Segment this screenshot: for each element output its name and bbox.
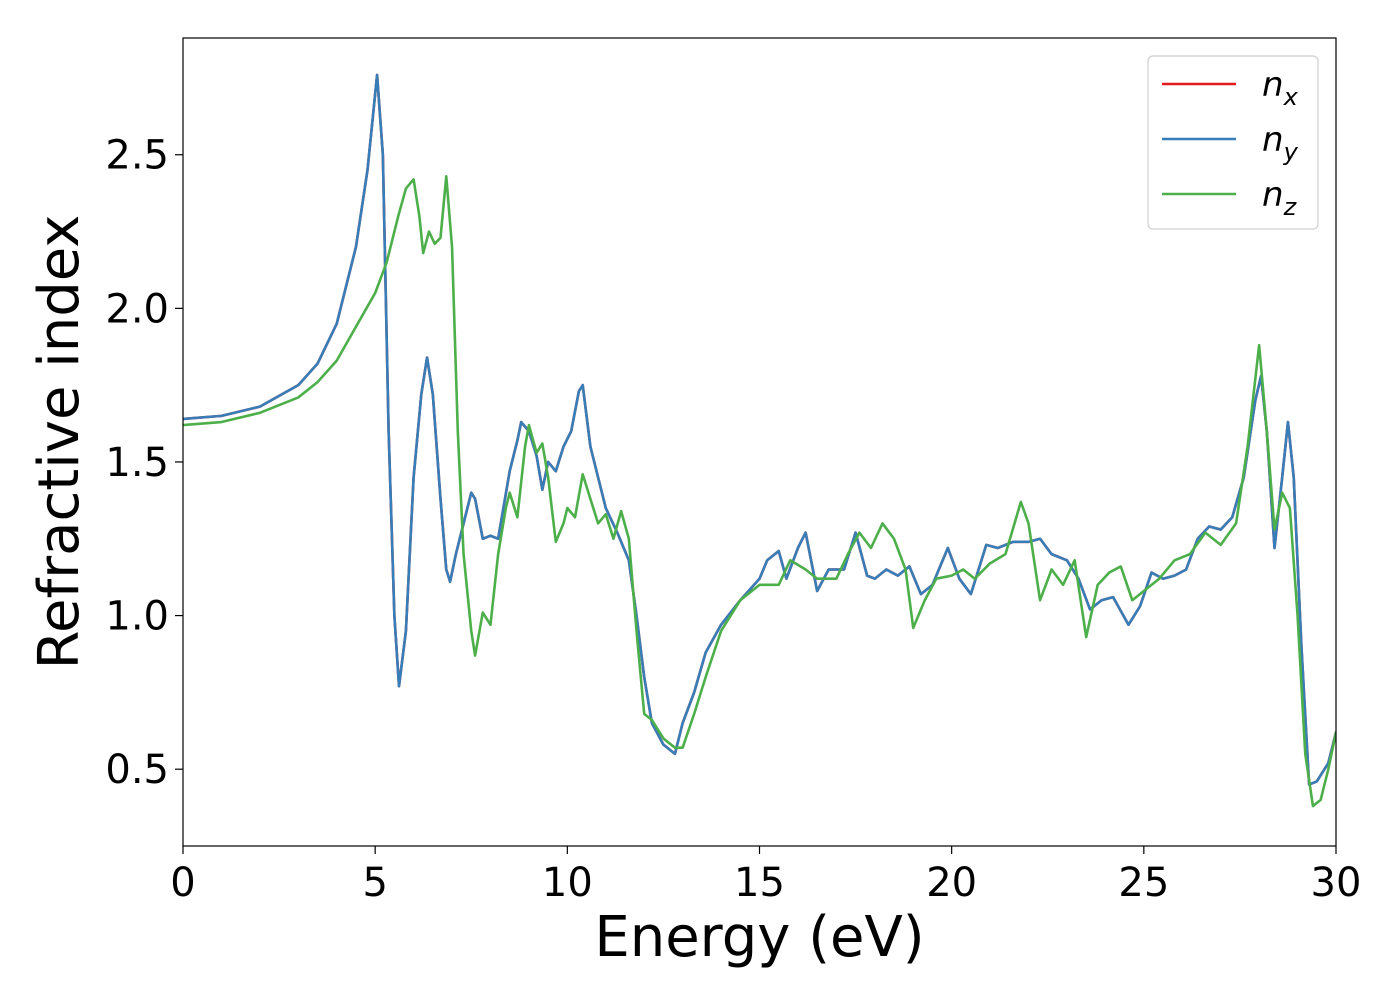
y-tick-label: 2.0 bbox=[105, 286, 169, 332]
legend: nx ny nz bbox=[1147, 55, 1319, 230]
legend-box bbox=[1147, 55, 1319, 230]
plot-area bbox=[183, 73, 1336, 808]
x-tick-label: 20 bbox=[926, 860, 977, 906]
y-tick-label: 1.5 bbox=[105, 440, 169, 486]
x-tick-label: 5 bbox=[362, 860, 387, 906]
x-tick-label: 25 bbox=[1118, 860, 1169, 906]
legend-label-nz: nz bbox=[1262, 175, 1298, 221]
x-tick-label: 15 bbox=[734, 860, 785, 906]
legend-label-nx: nx bbox=[1262, 65, 1299, 111]
y-axis-label: Refractive index bbox=[27, 215, 92, 670]
y-tick-label: 1.0 bbox=[105, 594, 169, 640]
x-axis-label: Energy (eV) bbox=[594, 905, 924, 970]
series-line-nz bbox=[183, 174, 1336, 808]
legend-label-ny: ny bbox=[1262, 120, 1299, 166]
x-tick-label: 30 bbox=[1311, 860, 1362, 906]
y-tick-label: 2.5 bbox=[105, 133, 169, 179]
x-tick-label: 0 bbox=[170, 860, 195, 906]
y-tick-label: 0.5 bbox=[105, 747, 169, 793]
x-tick-label: 10 bbox=[542, 860, 593, 906]
axes: 0 5 10 15 20 25 30 0.5 1.0 1.5 2.0 2.5 bbox=[105, 133, 1361, 906]
